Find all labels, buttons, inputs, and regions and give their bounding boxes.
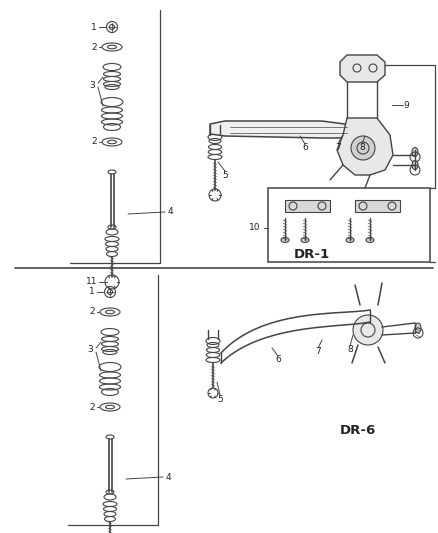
Ellipse shape	[346, 238, 354, 243]
Text: 10: 10	[249, 223, 261, 232]
Ellipse shape	[412, 160, 418, 169]
Polygon shape	[355, 200, 400, 212]
Text: 11: 11	[86, 278, 98, 287]
Ellipse shape	[415, 323, 421, 333]
Ellipse shape	[281, 238, 289, 243]
Polygon shape	[337, 118, 393, 175]
Text: 7: 7	[315, 348, 321, 357]
Text: 6: 6	[275, 356, 281, 365]
Polygon shape	[210, 121, 362, 138]
Circle shape	[351, 136, 375, 160]
Polygon shape	[340, 55, 385, 82]
Text: 8: 8	[359, 143, 365, 152]
Text: 2: 2	[89, 308, 95, 317]
Bar	[268, 188, 430, 262]
Text: 5: 5	[222, 171, 228, 180]
Text: 6: 6	[302, 143, 308, 152]
Text: DR-1: DR-1	[294, 247, 330, 261]
Ellipse shape	[412, 148, 418, 157]
Text: 1: 1	[89, 287, 95, 296]
Text: 8: 8	[347, 345, 353, 354]
Ellipse shape	[366, 238, 374, 243]
Text: 9: 9	[403, 101, 409, 109]
Text: 3: 3	[87, 345, 93, 354]
Text: 3: 3	[89, 80, 95, 90]
Polygon shape	[285, 200, 330, 212]
Text: 1: 1	[91, 22, 97, 31]
Text: 7: 7	[335, 143, 341, 152]
Text: 5: 5	[217, 395, 223, 405]
Text: 2: 2	[91, 43, 97, 52]
Text: 2: 2	[89, 402, 95, 411]
Ellipse shape	[301, 238, 309, 243]
Circle shape	[353, 315, 383, 345]
Text: DR-6: DR-6	[340, 424, 376, 437]
Text: 4: 4	[167, 207, 173, 216]
Text: 4: 4	[165, 472, 171, 481]
Text: 2: 2	[91, 138, 97, 147]
